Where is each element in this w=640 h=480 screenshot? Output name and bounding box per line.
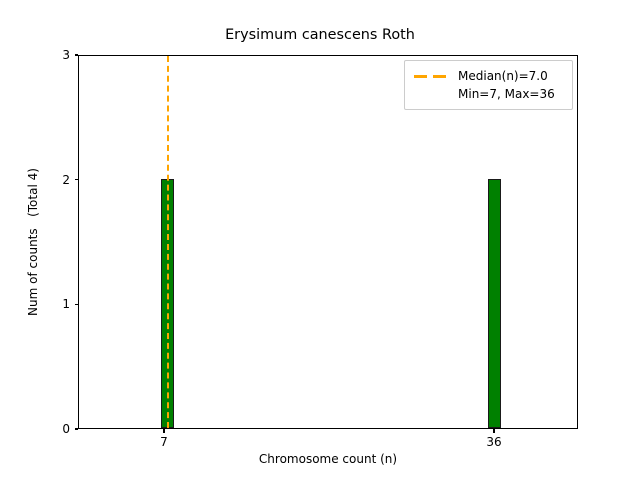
plot-area: [78, 55, 578, 429]
plot-clip: [79, 56, 577, 428]
bar-36: [488, 178, 501, 428]
legend-label-minmax: Min=7, Max=36: [458, 87, 555, 101]
x-axis-label: Chromosome count (n): [258, 452, 398, 466]
legend-item-median: Median(n)=7.0: [413, 67, 564, 85]
y-tick-mark: [74, 303, 78, 305]
y-tick-label: 2: [62, 172, 70, 187]
x-tick-label: 7: [160, 435, 168, 449]
y-tick-mark: [74, 179, 78, 181]
y-tick-mark: [74, 428, 78, 430]
x-tick-label: 36: [486, 435, 502, 449]
legend: Median(n)=7.0 Min=7, Max=36: [404, 60, 573, 110]
median-line: [166, 56, 169, 428]
y-axis-label-wrapper: Num of counts (Total 4): [0, 0, 40, 316]
y-tick-label: 1: [62, 297, 70, 312]
x-tick-mark: [493, 429, 495, 433]
y-tick-mark: [74, 54, 78, 56]
dashed-line-icon: [413, 69, 449, 83]
legend-label-median: Median(n)=7.0: [458, 69, 548, 83]
x-tick-mark: [163, 429, 165, 433]
legend-item-minmax: Min=7, Max=36: [413, 85, 564, 103]
chart-title: Erysimum canescens Roth: [225, 27, 415, 43]
y-axis-label: Num of counts (Total 4): [26, 168, 40, 316]
y-tick-label: 3: [62, 48, 70, 62]
y-tick-label: 0: [62, 422, 70, 436]
